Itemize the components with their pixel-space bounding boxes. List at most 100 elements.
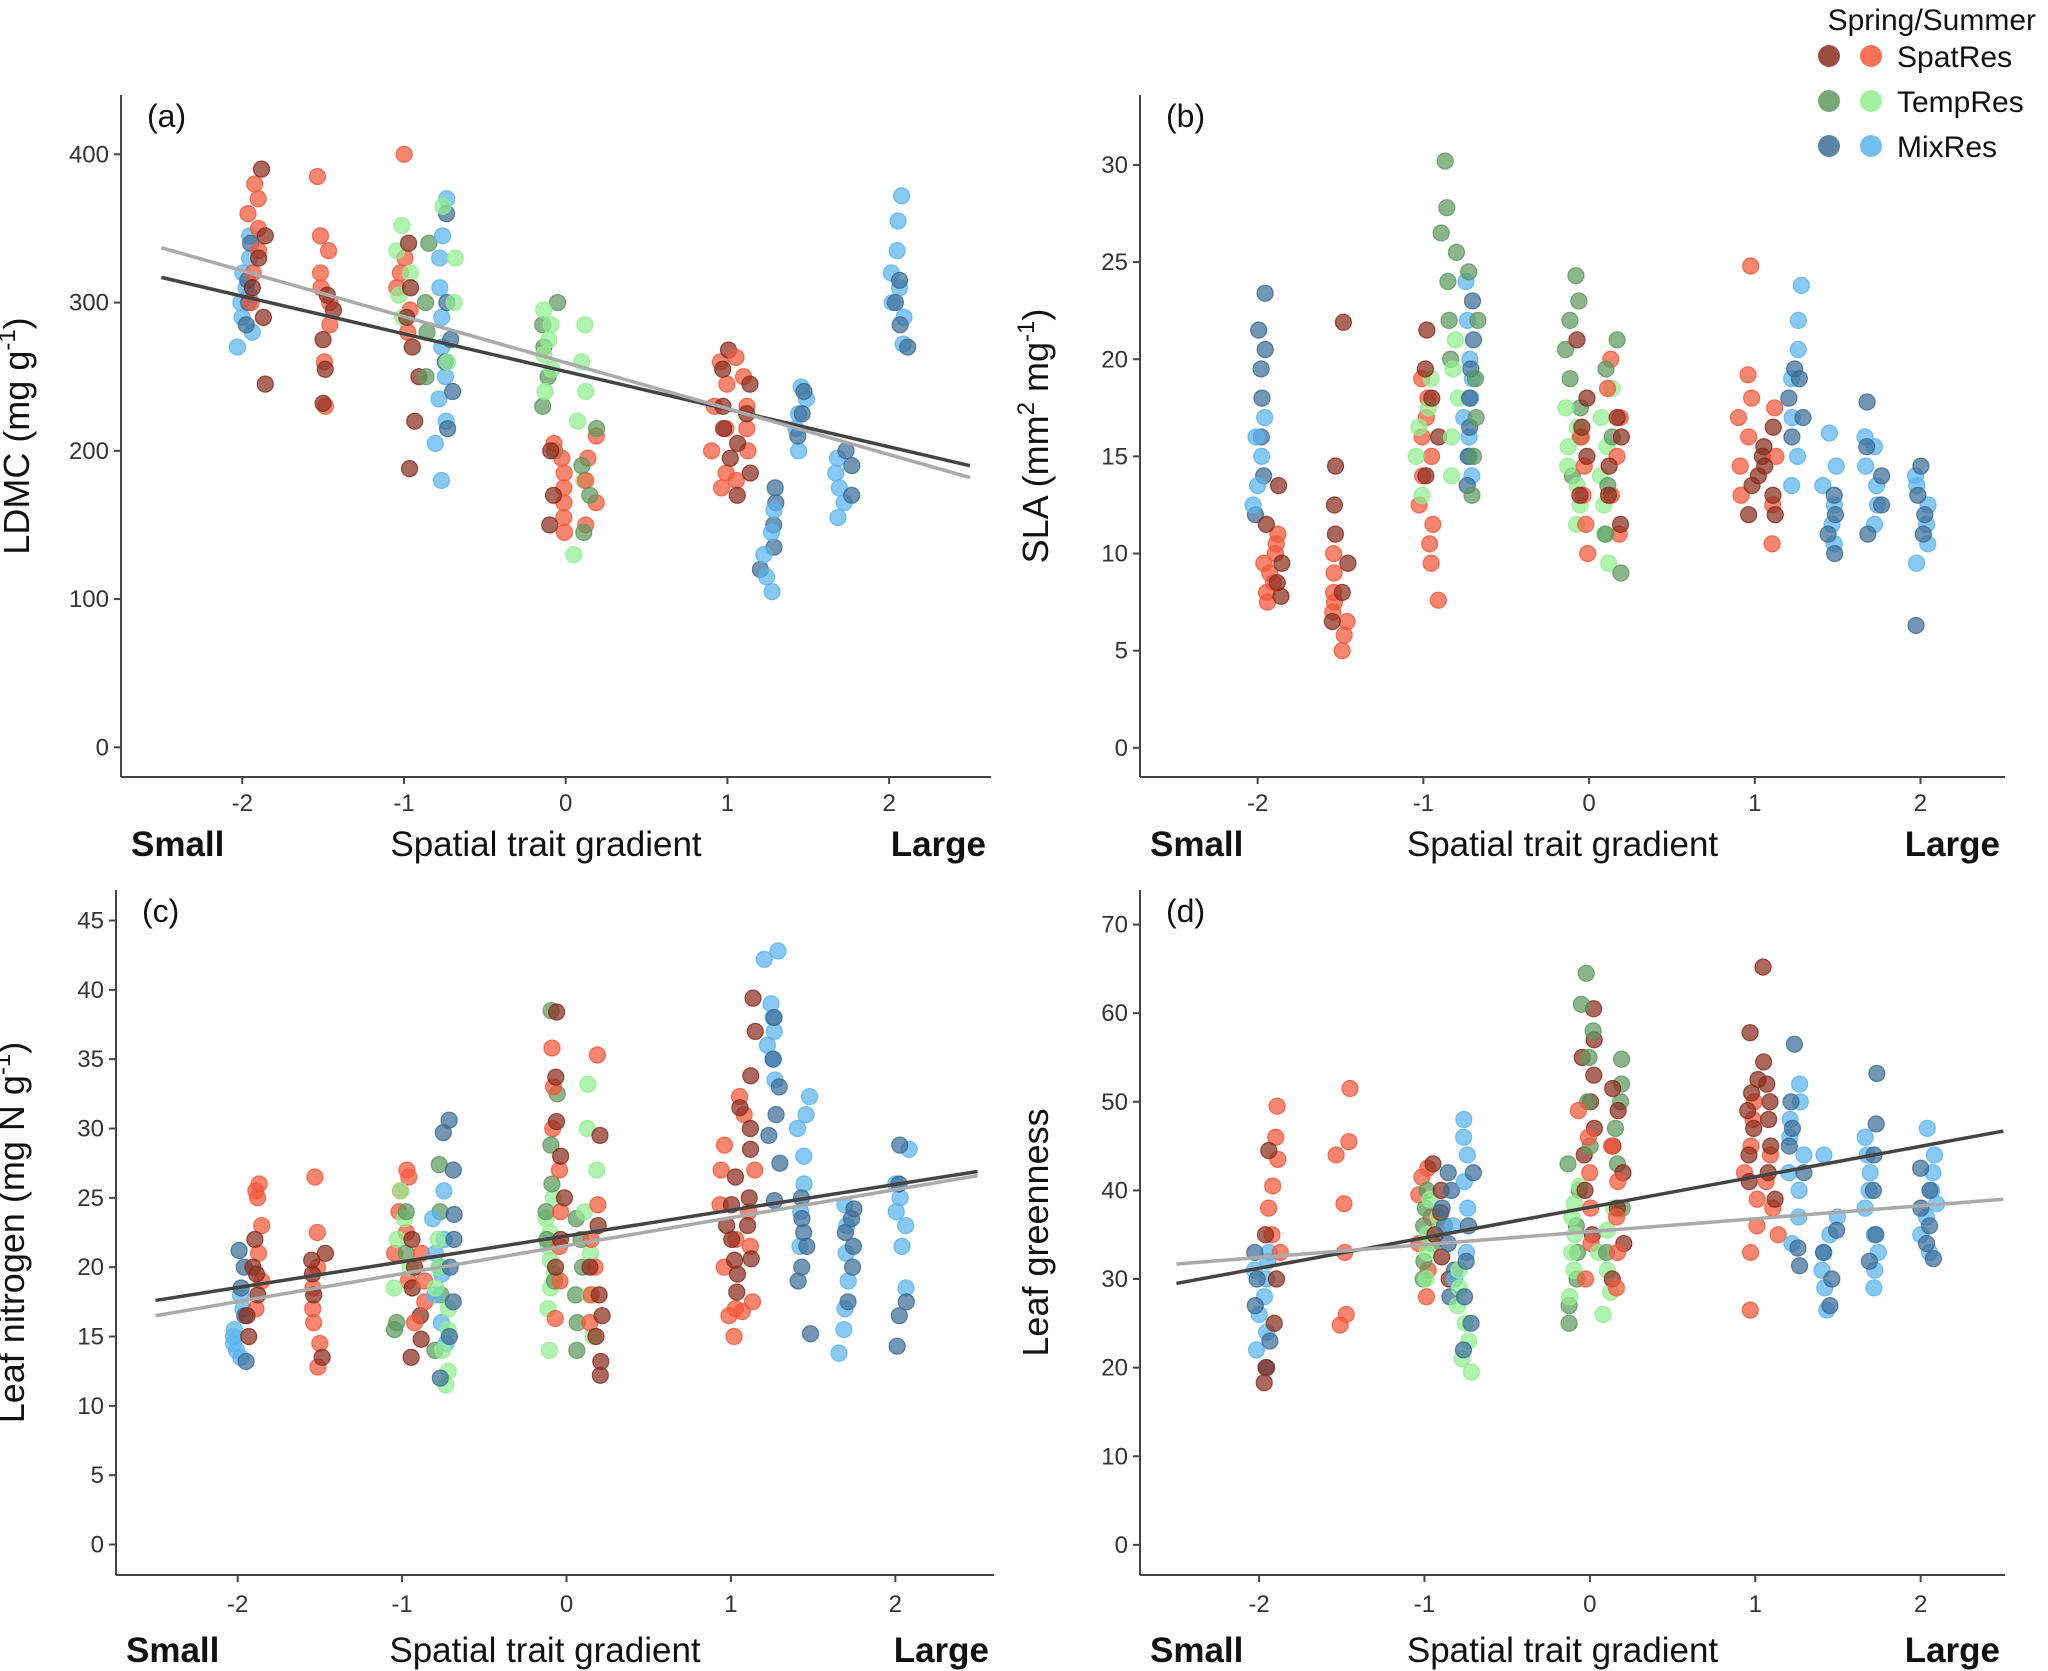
x-small-label: Small (126, 1631, 219, 1670)
fit-line-spring (1176, 1129, 2004, 1286)
point-spatres-spring (1608, 408, 1626, 427)
y-tick-label: 45 (77, 908, 104, 935)
point-spatres-spring (1740, 1146, 1758, 1164)
point-spatres-summer (249, 190, 267, 208)
point-spatres-spring (1273, 554, 1291, 572)
point-mixres-spring (1827, 1221, 1846, 1239)
point-spatres-spring (728, 1265, 747, 1283)
point-spatres-spring (541, 516, 559, 534)
x-large-label: Large (1905, 1631, 2000, 1670)
point-mixres-summer (892, 187, 911, 205)
point-spatres-spring (313, 1348, 331, 1366)
point-spatres-summer (727, 348, 745, 367)
point-spatres-spring (406, 412, 424, 430)
point-spatres-spring (1424, 1155, 1442, 1173)
point-tempres-spring (1469, 311, 1487, 329)
point-tempres-summer (588, 1161, 606, 1179)
point-mixres-spring (839, 1293, 857, 1311)
point-mixres-spring (1916, 506, 1934, 524)
point-spatres-summer (1338, 612, 1356, 631)
point-spatres-spring (729, 434, 747, 453)
point-mixres-spring (1819, 525, 1837, 543)
point-tempres-summer (1446, 331, 1465, 349)
point-spatres-spring (542, 442, 560, 460)
points (1245, 958, 1946, 1392)
point-spatres-spring (316, 1244, 335, 1262)
point-spatres-summer (239, 205, 257, 223)
point-mixres-summer (1814, 476, 1832, 495)
point-mixres-spring (1461, 389, 1479, 407)
point-spatres-spring (240, 1327, 258, 1346)
panel-a: 0 100 200 300 400 -2 -1 0 1 2 Small Spatial trait g… (0, 95, 991, 864)
point-mixres-spring (843, 1258, 862, 1276)
point-mixres-summer (788, 1119, 807, 1138)
point-mixres-summer (795, 1147, 813, 1165)
x-tick-label: 0 (559, 790, 572, 817)
y-axis-label: Leaf nitrogen (mg N g-1) (0, 1042, 32, 1424)
point-spatres-summer (1742, 257, 1760, 275)
point-mixres-spring (793, 1258, 811, 1276)
point-tempres-spring (534, 397, 552, 415)
y-tick-label: 35 (77, 1046, 104, 1073)
point-spatres-summer (250, 1175, 268, 1193)
point-mixres-spring (1921, 1181, 1939, 1200)
point-spatres-summer (1327, 1146, 1345, 1164)
point-spatres-spring (547, 1112, 566, 1131)
point-mixres-spring (891, 1136, 909, 1154)
point-spatres-summer (1739, 428, 1758, 446)
x-large-label: Large (1905, 825, 2000, 864)
point-tempres-spring (417, 368, 435, 386)
point-spatres-spring (593, 1307, 611, 1325)
point-spatres-spring (1754, 958, 1772, 976)
point-tempres-spring (1464, 447, 1483, 466)
point-spatres-spring (1269, 476, 1288, 495)
point-spatres-summer (1608, 1243, 1627, 1262)
point-spatres-spring (741, 464, 759, 482)
point-mixres-spring (1433, 1199, 1451, 1217)
point-mixres-spring (230, 1241, 248, 1260)
point-spatres-summer (311, 264, 330, 282)
point-mixres-summer (430, 390, 448, 408)
point-mixres-spring (890, 1307, 908, 1325)
y-tick-label: 30 (1101, 152, 1128, 179)
y-tick-label: 30 (77, 1116, 104, 1143)
point-spatres-summer (405, 1314, 424, 1332)
point-mixres-spring (1859, 525, 1877, 543)
point-spatres-spring (1604, 1079, 1622, 1098)
point-spatres-spring (1739, 1102, 1757, 1120)
point-mixres-summer (424, 1210, 442, 1228)
point-mixres-summer (434, 227, 452, 245)
point-mixres-spring (431, 1369, 449, 1387)
point-mixres-spring (793, 1210, 811, 1228)
point-mixres-spring (767, 1106, 785, 1124)
y-tick-label: 200 (69, 438, 109, 465)
point-mixres-spring (1782, 1093, 1800, 1111)
point-mixres-summer (1795, 1146, 1813, 1164)
point-spatres-summer (1421, 535, 1439, 553)
point-spatres-summer (555, 464, 573, 482)
point-mixres-summer (431, 249, 449, 267)
point-mixres-spring (1872, 496, 1891, 514)
panel-d: 0 10 20 30 40 50 60 70 -2 -1 0 1 2 Small Spatial trait… (1015, 890, 2005, 1670)
point-spatres-spring (731, 1099, 749, 1117)
point-tempres-summer (542, 316, 560, 334)
point-mixres-spring (1790, 1257, 1809, 1275)
x-tick-label: 2 (1914, 790, 1927, 817)
point-mixres-summer (763, 583, 781, 601)
x-tick-label: 0 (560, 1591, 573, 1618)
point-spatres-summer (1748, 1190, 1766, 1208)
point-mixres-spring (891, 316, 909, 334)
point-spatres-spring (552, 1147, 570, 1165)
point-spatres-summer (1269, 525, 1287, 543)
point-spatres-spring (741, 375, 759, 393)
point-mixres-spring (1821, 1297, 1839, 1315)
point-spatres-spring (721, 449, 739, 467)
point-mixres-summer (1455, 1110, 1473, 1129)
point-spatres-spring (1755, 1053, 1773, 1071)
point-tempres-summer (536, 382, 554, 401)
point-spatres-spring (238, 1307, 256, 1325)
point-mixres-spring (440, 1327, 459, 1346)
y-tick-label: 20 (1101, 1355, 1128, 1382)
point-tempres-summer (446, 249, 464, 267)
